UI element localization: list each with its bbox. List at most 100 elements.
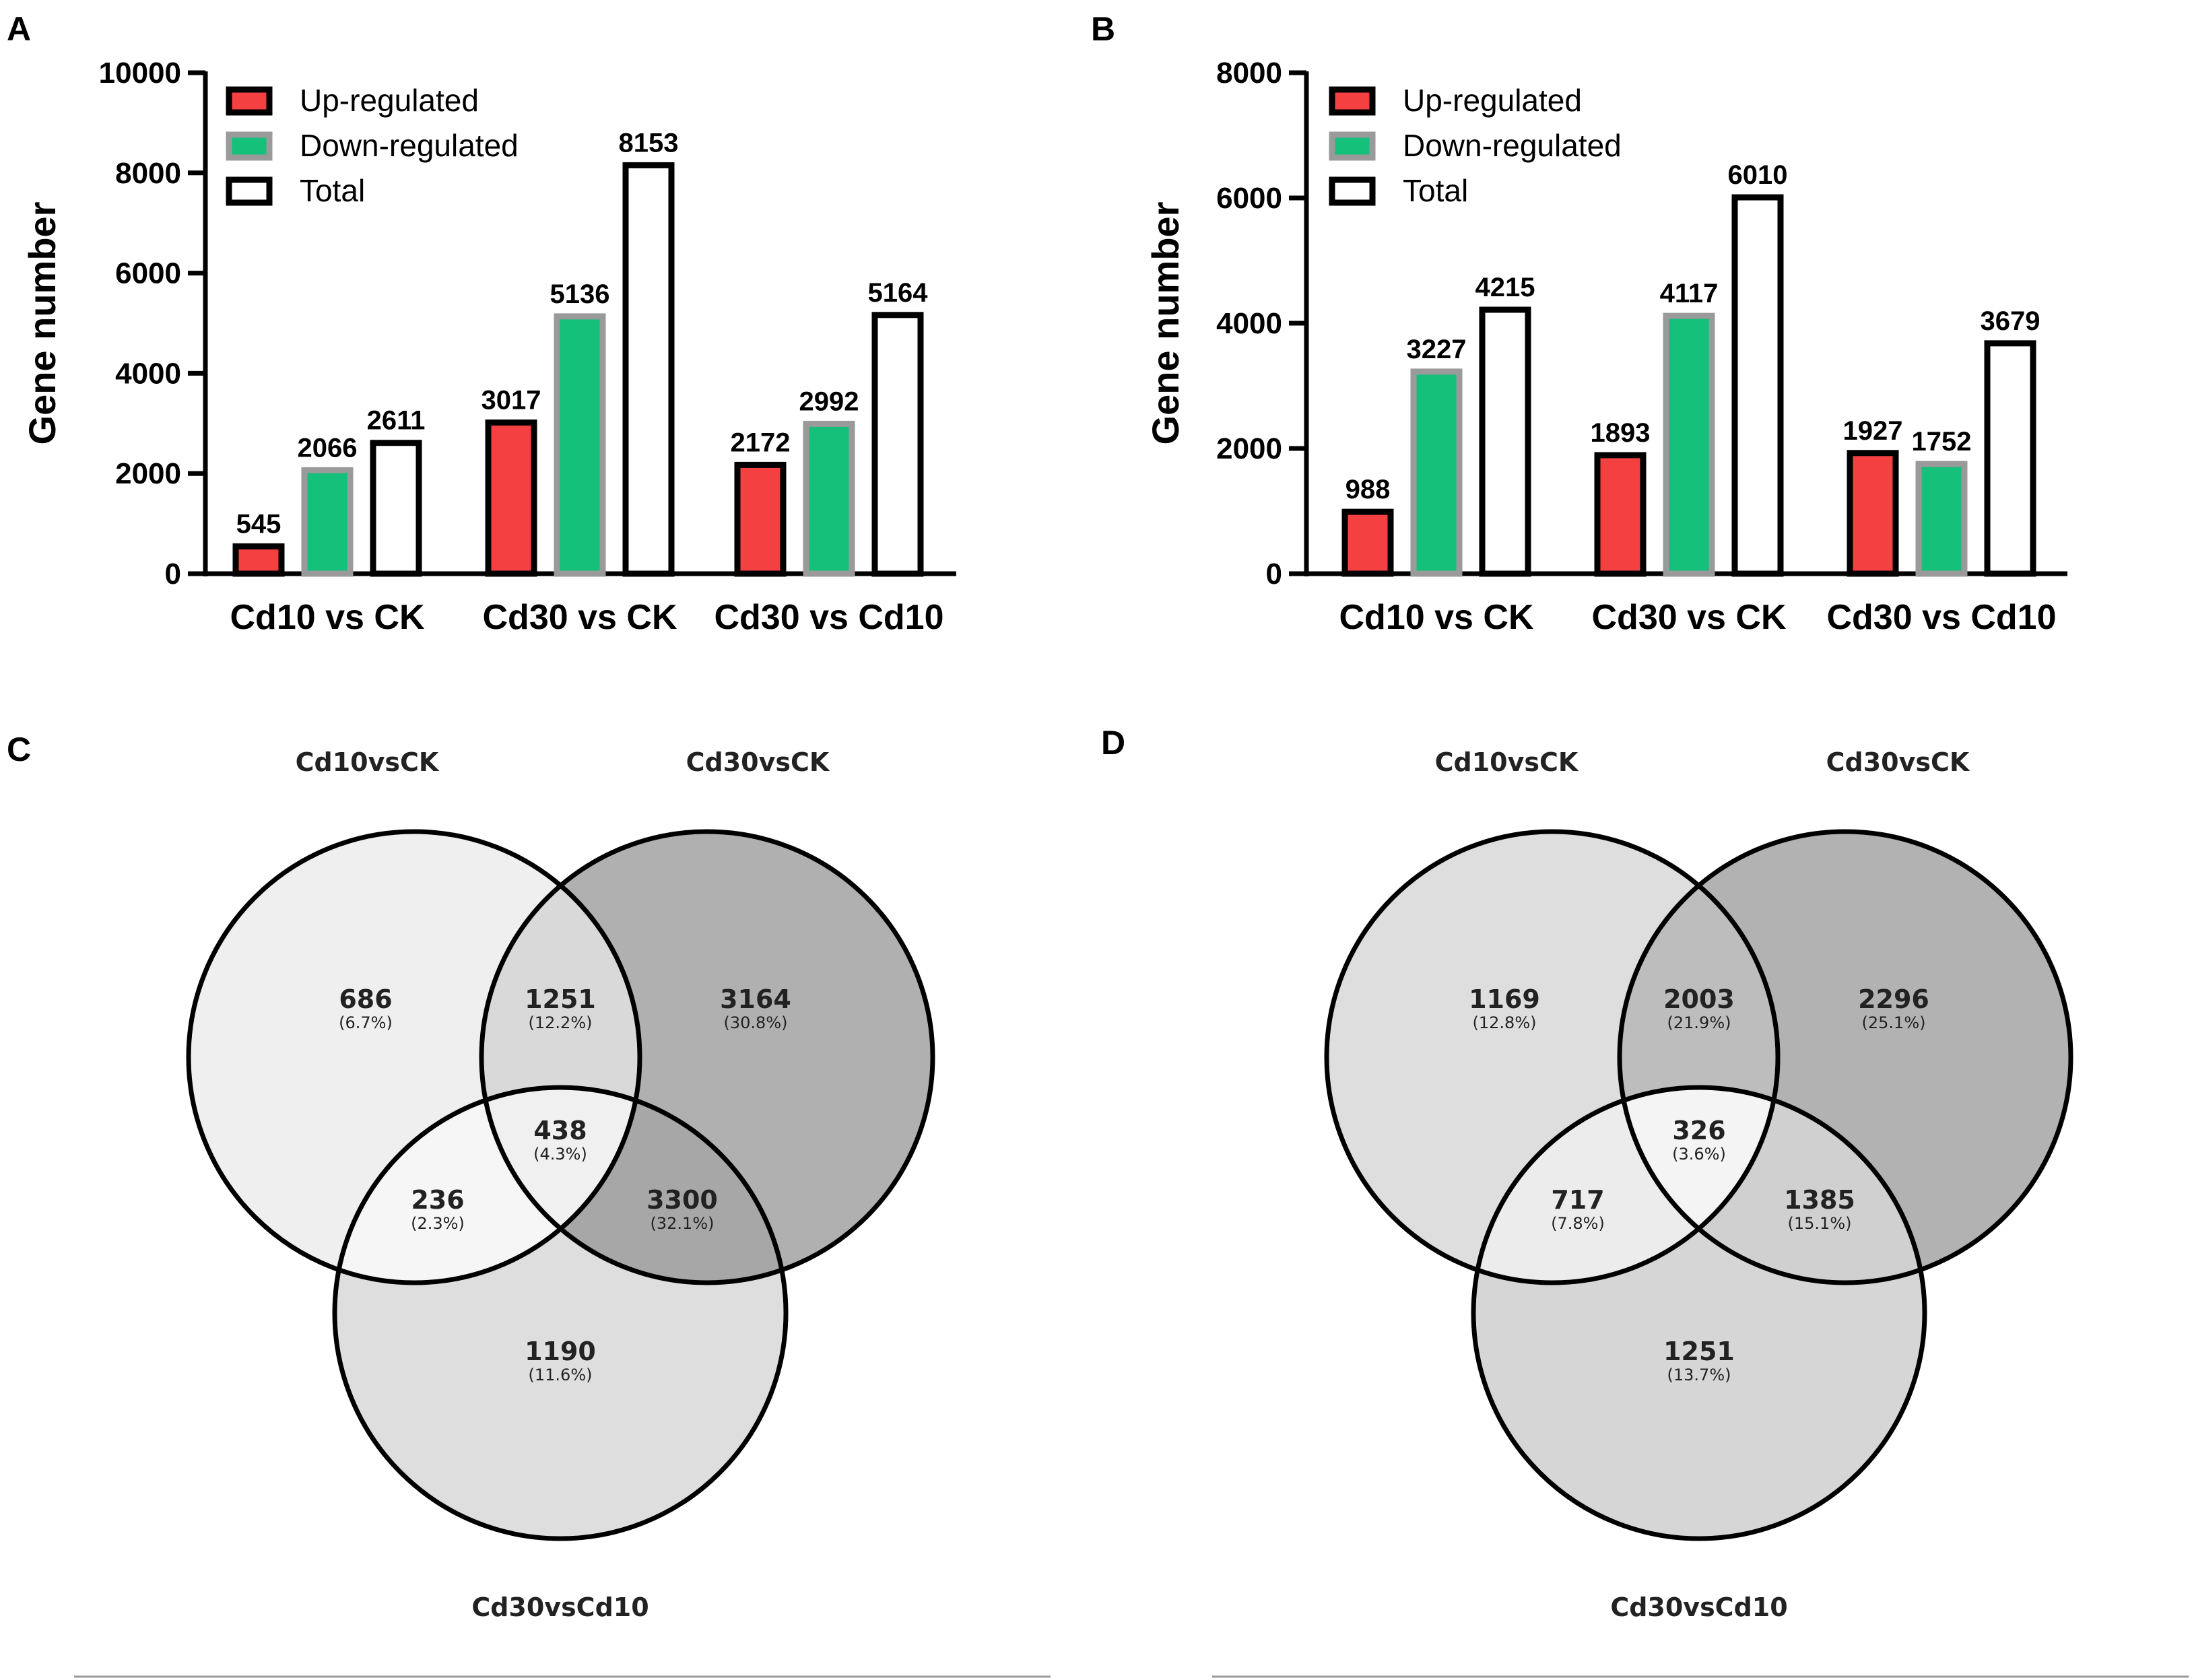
chartB-data-label-1-1: 4117	[1660, 279, 1719, 308]
chartB-legend-swatch-1	[1329, 131, 1376, 161]
panel-label-c: C	[7, 731, 31, 768]
venn-diagram-c: Cd10vsCK Cd30vsCK Cd30vsCd10 686 (6.7%) …	[186, 747, 935, 1622]
chartA-bar-2-2	[871, 312, 924, 577]
chartA-bar-0-0	[232, 543, 285, 577]
chartA-data-label-1-2: 8153	[619, 128, 679, 158]
chartA-legend-swatch-1	[226, 131, 273, 161]
panel-label-b: B	[1091, 10, 1115, 48]
chartB-bar-0-1	[1410, 368, 1463, 577]
chartA-bar-0-2	[370, 440, 422, 577]
venn-d-count-a-c: 717	[1551, 1185, 1604, 1215]
venn-d-count-only-c: 1251	[1663, 1337, 1735, 1366]
chartB-y-tick-label-2: 4000	[1216, 307, 1282, 340]
venn-d-count-only-b: 2296	[1858, 984, 1929, 1014]
venn-d-overlap-ac	[1473, 1087, 1778, 1283]
chartB-legend-swatch-0	[1329, 86, 1376, 116]
chartA-bar-2-1	[803, 420, 855, 577]
venn-c-pct-a-b: (12.2%)	[529, 1013, 593, 1032]
chartB-legend-label-0: Up-regulated	[1403, 83, 1582, 118]
chartA-bar-1-1	[554, 313, 606, 577]
chartB-bar-1-0	[1594, 452, 1647, 577]
chartA-legend-label-1: Down-regulated	[300, 128, 519, 163]
panel-label-d: D	[1101, 724, 1125, 762]
venn-c-circle-a	[186, 829, 642, 1285]
chartB-legend-swatch-2	[1329, 176, 1376, 206]
venn-d-count-a-b: 2003	[1663, 984, 1735, 1014]
venn-c-circle-c	[332, 1085, 789, 1541]
chartA-y-tick-label-4: 8000	[115, 157, 181, 190]
chartA-y-tick-label-2: 4000	[115, 357, 181, 390]
chartA-data-label-0-1: 2066	[298, 433, 358, 463]
chartA-data-label-0-2: 2611	[367, 406, 426, 436]
chartB-y-tick-label-4: 8000	[1216, 57, 1282, 90]
chartB-data-label-1-2: 6010	[1728, 160, 1788, 190]
chartB-bar-1-1	[1663, 312, 1715, 577]
chartB-bar-2-0	[1847, 450, 1899, 577]
panel-label-a: A	[7, 10, 31, 48]
chartA-y-tick-label-1: 2000	[115, 457, 181, 490]
venn-diagram-d: Cd10vsCK Cd30vsCK Cd30vsCd10 1169 (12.8%…	[1324, 747, 2073, 1622]
chartB-y-tick-label-3: 6000	[1216, 182, 1282, 215]
chartA-data-label-1-0: 3017	[481, 386, 541, 415]
venn-c-pct-only-a: (6.7%)	[339, 1013, 393, 1032]
chartA-data-label-1-1: 5136	[550, 279, 610, 309]
chartA-y-tick-label-3: 6000	[115, 257, 181, 290]
chartA-bar-1-0	[485, 419, 537, 577]
venn-c-title-c: Cd30vsCd10	[471, 1592, 649, 1622]
chartB-data-label-2-1: 1752	[1912, 427, 1972, 457]
chartA-bar-1-2	[622, 162, 675, 577]
venn-c-title-b: Cd30vsCK	[686, 747, 830, 777]
venn-c-pct-a-c: (2.3%)	[411, 1214, 465, 1233]
chartA-data-label-2-1: 2992	[799, 387, 859, 416]
venn-d-title-a: Cd10vsCK	[1435, 747, 1579, 777]
venn-d-pct-a-c: (7.8%)	[1551, 1214, 1605, 1233]
venn-d-count-b-c: 1385	[1784, 1185, 1855, 1215]
venn-d-pct-only-b: (25.1%)	[1862, 1013, 1926, 1032]
chartA-data-label-2-0: 2172	[731, 428, 791, 457]
chartB-bar-2-2	[1984, 340, 2036, 577]
venn-d-pct-b-c: (15.1%)	[1788, 1214, 1852, 1233]
chartA-y-label: Gene number	[21, 202, 63, 445]
venn-d-circle-a	[1324, 829, 1781, 1285]
chartB-y-tick-label-0: 0	[1266, 558, 1282, 591]
chartB-bar-0-0	[1341, 508, 1394, 577]
chartB-y-label: Gene number	[1144, 202, 1187, 445]
chartA-category-label-0: Cd10 vs CK	[230, 598, 425, 637]
chartB-category-label-0: Cd10 vs CK	[1339, 598, 1534, 637]
chartA-legend-label-0: Up-regulated	[300, 83, 479, 118]
chartA-legend-swatch-0	[226, 86, 273, 116]
chartB-category-label-1: Cd30 vs CK	[1592, 598, 1787, 637]
venn-d-title-c: Cd30vsCd10	[1610, 1592, 1787, 1622]
chartB-legend-label-1: Down-regulated	[1403, 128, 1622, 163]
chartB-category-label-2: Cd30 vs Cd10	[1826, 598, 2056, 637]
venn-c-count-a-b: 1251	[525, 984, 596, 1014]
chartB-data-label-2-2: 3679	[1981, 306, 2040, 336]
chartB-data-label-0-2: 4215	[1475, 273, 1535, 302]
venn-d-pct-a-b: (21.9%)	[1667, 1013, 1731, 1032]
chartA-category-label-2: Cd30 vs Cd10	[714, 598, 943, 637]
venn-d-count-only-a: 1169	[1469, 984, 1540, 1014]
venn-d-circle-c	[1471, 1085, 1927, 1541]
venn-c-count-only-a: 686	[339, 984, 392, 1014]
chartA-category-label-1: Cd30 vs CK	[483, 598, 677, 637]
bar-chart-a: 0 2000 4000 6000 8000 10000 Gene number 545 2066…	[21, 57, 956, 637]
venn-d-title-b: Cd30vsCK	[1826, 747, 1970, 777]
chartA-data-label-0-0: 545	[236, 509, 281, 539]
venn-c-count-a-b-c: 438	[533, 1116, 587, 1145]
chartB-bar-1-2	[1731, 194, 1784, 577]
chartA-legend-label-2: Total	[300, 173, 365, 208]
chartA-legend-swatch-2	[226, 176, 273, 206]
bar-chart-b: 0 2000 4000 6000 8000 Gene number 988 3227 4215 C…	[1144, 57, 2067, 637]
chartA-data-label-2-2: 5164	[868, 278, 929, 308]
venn-d-count-a-b-c: 326	[1672, 1116, 1725, 1145]
venn-c-circle-b	[479, 829, 935, 1285]
chartA-bar-0-1	[301, 467, 354, 577]
venn-d-pct-only-a: (12.8%)	[1473, 1013, 1537, 1032]
venn-c-overlap-ac	[335, 1087, 640, 1283]
venn-c-pct-a-b-c: (4.3%)	[533, 1145, 587, 1164]
chartB-y-tick-label-1: 2000	[1216, 432, 1282, 465]
chartB-bar-2-1	[1915, 461, 1968, 577]
venn-c-count-a-c: 236	[411, 1185, 464, 1215]
venn-c-count-only-c: 1190	[525, 1337, 596, 1366]
